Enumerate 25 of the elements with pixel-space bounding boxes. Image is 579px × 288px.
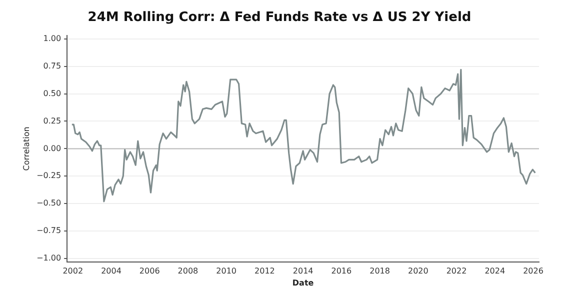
y-axis-title: Correlation [22,126,31,171]
chart-title: 24M Rolling Corr: Δ Fed Funds Rate vs Δ US 2Y Yield [88,10,472,26]
x-tick-label: 2012 [254,266,275,276]
y-tick-label: 0.75 [43,61,62,70]
y-tick-label: 0.50 [43,88,62,98]
x-tick-label: 2008 [178,266,198,276]
x-tick-label: 2016 [331,266,352,276]
x-tick-label: 2024 [484,266,506,276]
y-tick-label: −1.00 [36,254,62,263]
x-tick-label: 2022 [446,266,467,276]
y-tick-label: 1.00 [43,34,62,43]
x-tick-label: 2020 [408,266,428,276]
x-tick-label: 2002 [62,266,84,276]
y-tick-label: 0.00 [43,144,62,153]
y-tick-label: −0.75 [36,226,62,236]
x-tick-label: 2006 [139,266,160,276]
y-tick-label: −0.25 [36,171,62,180]
y-tick-label: 0.25 [43,116,62,126]
y-tick-label: −0.50 [36,198,62,208]
x-axis-title: Date [292,278,314,288]
x-tick-label: 2014 [292,266,314,276]
x-tick-label: 2004 [101,266,122,276]
x-tick-label: 2018 [370,266,390,276]
x-tick-label: 2026 [523,266,544,276]
x-tick-label: 2010 [216,266,237,276]
